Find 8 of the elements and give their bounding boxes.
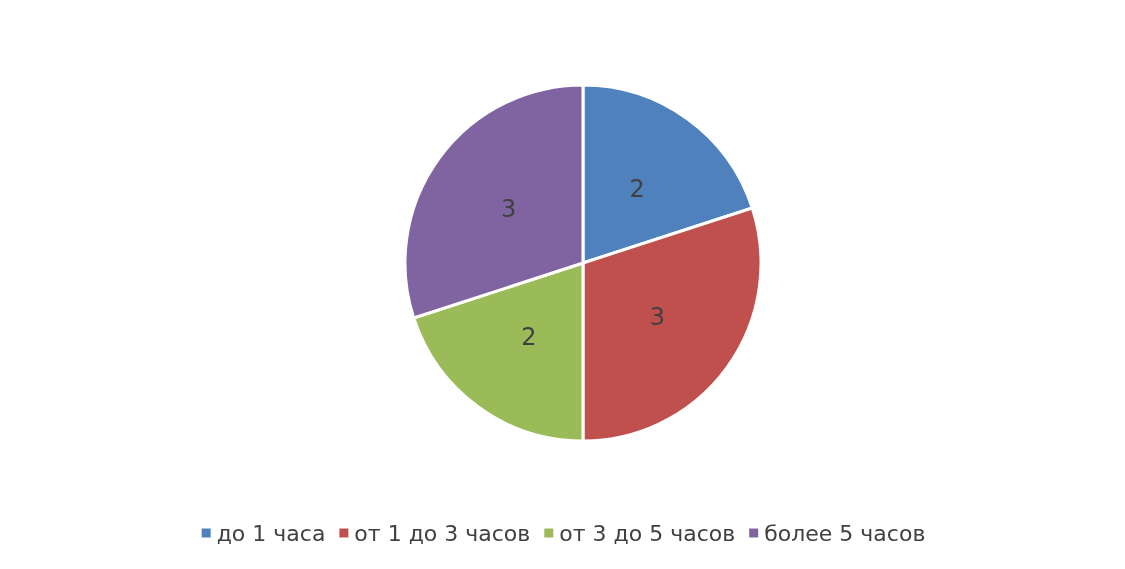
legend-label: от 1 до 3 часов xyxy=(354,520,531,546)
data-label: 3 xyxy=(649,303,666,332)
data-label: 2 xyxy=(629,174,645,203)
legend-label: от 3 до 5 часов xyxy=(559,520,736,546)
legend-label: до 1 часа xyxy=(216,520,326,546)
data-label: 3 xyxy=(500,194,517,223)
data-label: 2 xyxy=(521,323,537,352)
legend-label: более 5 часов xyxy=(764,520,926,546)
